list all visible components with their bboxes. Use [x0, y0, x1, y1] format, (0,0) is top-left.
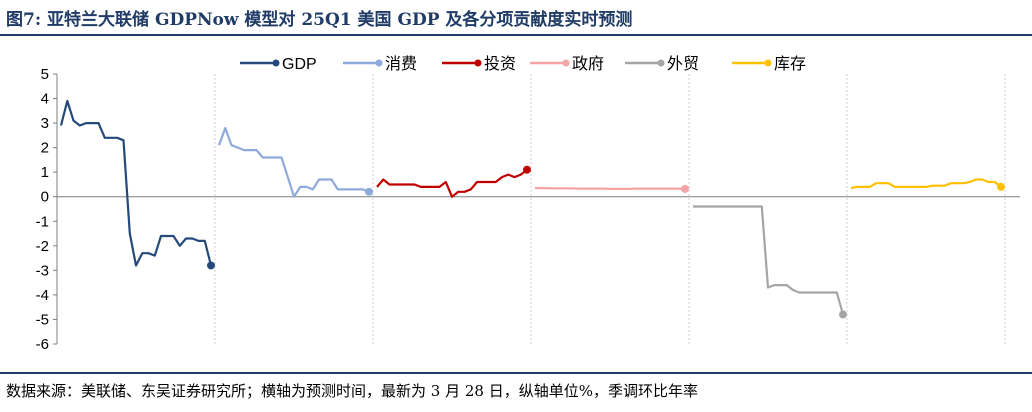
series-endpoint-2 [365, 187, 373, 196]
series-line-4 [535, 187, 686, 190]
series-line-6 [850, 178, 1002, 190]
figure-header: 图7: 亚特兰大联储 GDPNow 模型对 25Q1 美国 GDP 及各分项贡献… [0, 0, 1032, 36]
y-tick-label: -4 [36, 287, 49, 304]
gdpnow-chart: 5 4 3 2 1 0 -1 -2 -3 -4 -5 -6 GDP 消费 投资 政府 外贸 库存 [36, 55, 1020, 353]
y-tick-label: 5 [41, 66, 49, 83]
top-rule [0, 34, 1032, 36]
series-endpoint-6 [997, 182, 1005, 191]
series-line-3 [376, 168, 528, 198]
legend-label-1: GDP [282, 56, 317, 73]
y-tick-label: 1 [41, 164, 49, 181]
legend-label-5: 外贸 [667, 55, 699, 73]
source-note: 数据来源：美联储、东吴证券研究所；横轴为预测时间，最新为 3 月 28 日，纵轴… [6, 382, 698, 400]
legend-label-3: 投资 [484, 55, 516, 73]
legend-label-2: 消费 [385, 55, 417, 73]
y-tick-label: 4 [41, 91, 49, 108]
y-tick-label: -5 [36, 311, 49, 328]
series-line-1 [59, 99, 213, 267]
y-tick-label: -3 [36, 262, 49, 279]
series-line-2 [217, 126, 370, 198]
y-tick-label: -6 [36, 336, 49, 353]
y-tick-label: 3 [41, 115, 49, 132]
series-endpoint-5 [839, 310, 847, 319]
legend-marker-2 [375, 59, 383, 67]
legend-label-4: 政府 [572, 55, 604, 73]
y-tick-label: 0 [41, 189, 49, 206]
legend-marker-4 [562, 59, 570, 67]
legend-label-6: 库存 [774, 55, 806, 73]
legend-marker-3 [474, 59, 482, 67]
bottom-rule [0, 372, 1032, 374]
legend-marker-1 [272, 59, 280, 67]
series-endpoint-4 [681, 184, 689, 193]
legend-marker-6 [764, 59, 772, 67]
series-endpoint-1 [207, 261, 215, 270]
y-tick-label: -2 [36, 238, 49, 255]
y-tick-label: -1 [36, 213, 49, 230]
series-endpoint-3 [523, 165, 531, 174]
figure-title: 图7: 亚特兰大联储 GDPNow 模型对 25Q1 美国 GDP 及各分项贡献… [6, 10, 633, 30]
y-tick-label: 2 [41, 140, 49, 157]
legend-marker-5 [657, 59, 665, 67]
series-line-5 [693, 205, 845, 315]
